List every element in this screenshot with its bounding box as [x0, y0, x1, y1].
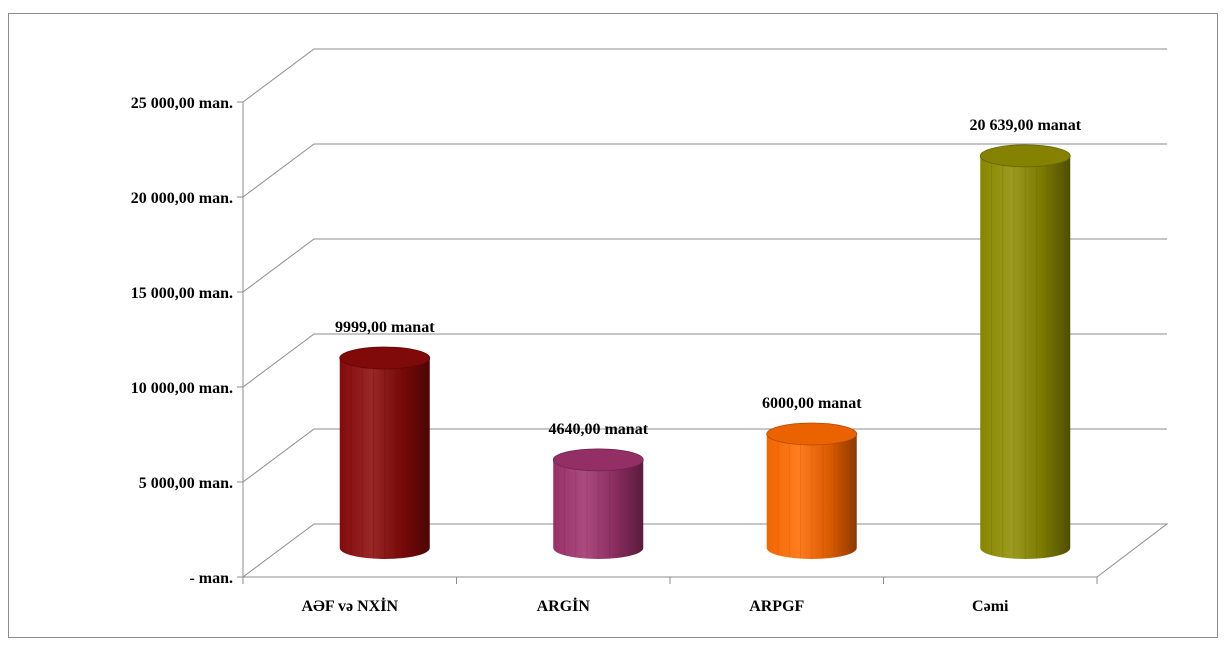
bar-0 — [339, 346, 431, 559]
y-tick-label-3: 15 000,00 man. — [131, 285, 233, 302]
category-label-3: Cəmi — [972, 598, 1009, 615]
data-label-3: 20 639,00 manat — [969, 117, 1081, 134]
gridlines — [242, 48, 1167, 483]
data-label-0: 9999,00 manat — [335, 319, 435, 336]
bar-top-3 — [979, 144, 1071, 168]
bar-body-2 — [766, 434, 857, 559]
y-tick-label-0: - man. — [189, 570, 233, 587]
y-tick-label-5: 25 000,00 man. — [131, 95, 233, 112]
bars — [339, 144, 1071, 559]
gridline-2 — [242, 333, 1167, 388]
y-tick-label-4: 20 000,00 man. — [131, 190, 233, 207]
category-label-2: ARPGF — [749, 598, 804, 615]
category-label-0: AƏF və NXİN — [301, 596, 398, 615]
x-axis — [242, 576, 1098, 584]
gridline-3 — [242, 238, 1167, 293]
floor-outline — [242, 523, 1169, 578]
category-labels: AƏF və NXİN ARGİN ARPGF Cəmi — [301, 596, 1009, 615]
chart-frame: - man. 5 000,00 man. 10 000,00 man. 15 000,… — [8, 13, 1218, 638]
bar-1 — [552, 448, 644, 559]
y-axis-tick-labels: - man. 5 000,00 man. 10 000,00 man. 15 000,… — [131, 95, 243, 587]
bar-body-1 — [553, 459, 644, 559]
bar-top-0 — [339, 346, 431, 370]
bar-chart: - man. 5 000,00 man. 10 000,00 man. 15 000,… — [131, 48, 1169, 615]
bar-2 — [766, 422, 858, 559]
y-tick-label-2: 10 000,00 man. — [131, 380, 233, 397]
bar-body-0 — [339, 358, 430, 559]
data-label-1: 4640,00 manat — [548, 421, 648, 438]
bar-top-2 — [766, 422, 858, 446]
data-label-2: 6000,00 manat — [762, 395, 862, 412]
bar-body-3 — [980, 155, 1071, 559]
category-label-1: ARGİN — [537, 596, 591, 615]
bar-3 — [979, 144, 1071, 559]
chart-walls — [242, 102, 1169, 578]
gridline-5 — [242, 48, 1167, 103]
data-labels: 9999,00 manat 4640,00 manat 6000,00 manat 2… — [335, 117, 1082, 438]
gridline-1 — [242, 428, 1167, 483]
gridline-4 — [242, 143, 1167, 198]
bar-top-1 — [552, 448, 644, 472]
y-tick-label-1: 5 000,00 man. — [139, 475, 233, 492]
